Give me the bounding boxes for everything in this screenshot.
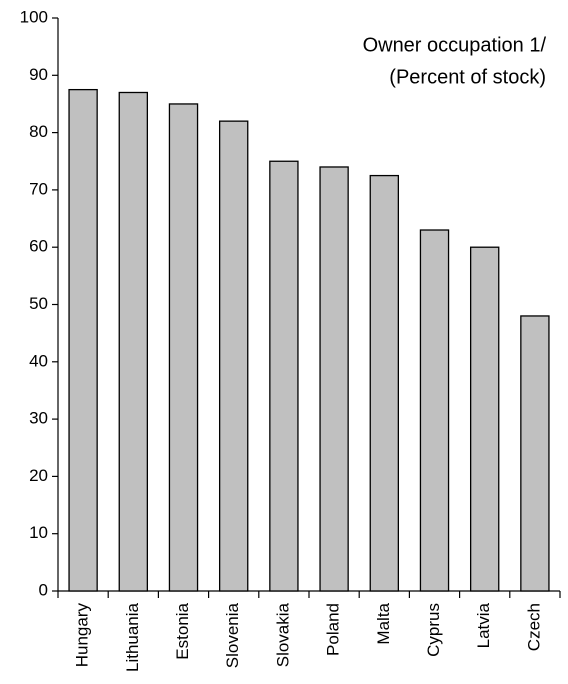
chart-subtitle: (Percent of stock) bbox=[389, 66, 546, 88]
x-tick-label: Slovakia bbox=[273, 602, 292, 667]
y-tick-label: 100 bbox=[20, 7, 48, 26]
x-tick-label: Lithuania bbox=[123, 602, 142, 672]
x-tick-label: Poland bbox=[324, 603, 343, 656]
chart-title: Owner occupation 1/ bbox=[363, 34, 547, 56]
bar bbox=[319, 166, 349, 592]
x-tick-label: Czech bbox=[524, 603, 543, 651]
x-tick-label: Estonia bbox=[173, 602, 192, 659]
x-tick-label: Hungary bbox=[73, 603, 92, 668]
x-tick-label: Malta bbox=[374, 602, 393, 644]
y-tick-label: 0 bbox=[39, 580, 48, 599]
bar bbox=[469, 246, 500, 592]
bar bbox=[118, 91, 149, 592]
bar bbox=[269, 160, 299, 592]
y-tick-label: 90 bbox=[29, 65, 48, 84]
y-tick-label: 60 bbox=[29, 237, 48, 256]
bar bbox=[68, 88, 98, 592]
y-tick-label: 40 bbox=[29, 351, 48, 370]
x-tick-label: Latvia bbox=[474, 602, 493, 648]
y-tick-label: 30 bbox=[29, 409, 48, 428]
y-tick-label: 80 bbox=[29, 122, 48, 141]
bar bbox=[520, 315, 550, 592]
x-tick-label: Slovenia bbox=[223, 602, 242, 668]
y-tick-label: 50 bbox=[29, 294, 48, 313]
x-tick-label: Cyprus bbox=[424, 603, 443, 657]
bar bbox=[168, 103, 199, 592]
y-tick-label: 20 bbox=[29, 466, 48, 485]
y-tick-label: 70 bbox=[29, 179, 48, 198]
y-tick-label: 10 bbox=[29, 523, 48, 542]
bar bbox=[419, 229, 450, 592]
bar bbox=[218, 120, 249, 592]
bar bbox=[369, 174, 400, 592]
